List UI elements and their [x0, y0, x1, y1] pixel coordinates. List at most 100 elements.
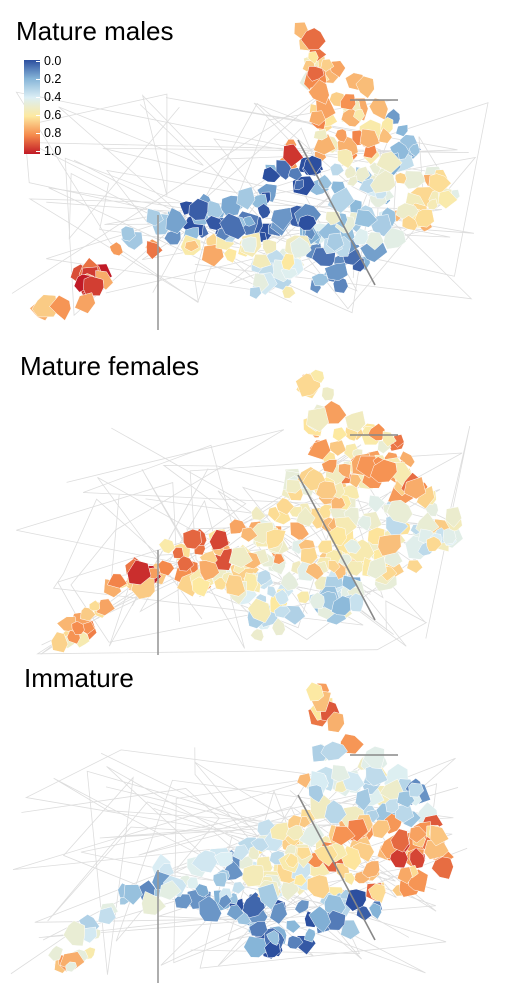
- map-cell: [395, 124, 409, 137]
- map-cell: [226, 904, 245, 921]
- map-cell: [172, 547, 184, 559]
- map-cell: [413, 209, 435, 228]
- map-cell: [267, 506, 281, 522]
- map-cell: [332, 426, 348, 442]
- panel-immature: Immature: [0, 655, 508, 983]
- density-cells: [50, 369, 464, 653]
- map-cell: [285, 824, 304, 841]
- map-cell: [437, 190, 458, 210]
- map-cell: [273, 605, 291, 619]
- map-cell: [359, 128, 381, 148]
- map-cell: [257, 883, 279, 911]
- map-cell: [429, 824, 450, 847]
- map-cell: [334, 128, 348, 143]
- map-cell: [409, 825, 428, 844]
- map-cell: [295, 506, 316, 528]
- map-cell: [89, 599, 101, 612]
- map-cell: [300, 27, 327, 51]
- map-cell: [313, 845, 339, 867]
- map-cell: [378, 127, 393, 144]
- map-cell: [340, 733, 365, 755]
- map-cell: [408, 143, 421, 158]
- map-cell: [296, 846, 312, 860]
- map-cell: [285, 479, 302, 494]
- map-cell: [340, 919, 361, 940]
- map-cell: [306, 874, 331, 899]
- map-cell: [368, 902, 382, 920]
- map-cell: [330, 495, 346, 509]
- map-cell: [353, 108, 365, 123]
- map-cell: [71, 621, 85, 636]
- map-cell: [212, 872, 227, 888]
- map-cell: [369, 169, 396, 194]
- map-cell: [198, 560, 220, 582]
- map-cell: [324, 262, 349, 281]
- legend-tick: [36, 61, 40, 62]
- map-cell: [109, 241, 124, 256]
- map-cell: [344, 410, 366, 433]
- legend-label-2: 0.4: [44, 90, 62, 104]
- map-cell: [396, 866, 413, 885]
- map-cell: [326, 232, 345, 252]
- map-cell: [159, 880, 182, 901]
- map-cell: [158, 538, 176, 554]
- map-cell: [389, 847, 409, 869]
- map-cell: [257, 203, 271, 220]
- map-cell: [306, 407, 329, 433]
- panel-mature-females: Mature females: [0, 335, 508, 655]
- map-cell: [343, 538, 362, 554]
- map-cell: [266, 930, 280, 946]
- map-cell: [329, 439, 347, 457]
- map-cell: [157, 560, 175, 576]
- map-cell: [354, 209, 378, 228]
- map-cell: [293, 179, 304, 191]
- map-cell: [191, 576, 211, 598]
- map-cell: [269, 822, 290, 841]
- map-cell: [308, 110, 326, 126]
- map-cell: [250, 628, 265, 642]
- legend-tick: [36, 97, 40, 98]
- map-cell: [223, 247, 238, 264]
- map-cell: [106, 573, 128, 589]
- density-cells: [29, 21, 461, 321]
- map-cell: [324, 799, 347, 825]
- map-cell: [326, 711, 345, 733]
- map-cell: [273, 553, 285, 565]
- map-cell: [256, 569, 272, 586]
- map-cell: [331, 764, 351, 783]
- map-cell: [299, 816, 311, 828]
- map-cell: [340, 93, 356, 111]
- map-cell: [198, 895, 222, 923]
- map-cell: [218, 893, 233, 910]
- map-cell: [280, 267, 298, 279]
- map-cell: [209, 529, 229, 551]
- map-cell: [386, 499, 413, 524]
- map-cell: [409, 847, 426, 870]
- map-cell: [308, 784, 324, 803]
- map-cell: [344, 872, 356, 886]
- map-cell: [426, 536, 443, 552]
- map-cell: [287, 167, 303, 182]
- map-cell: [240, 527, 258, 543]
- map-cell: [346, 175, 358, 187]
- legend-label-4: 0.8: [44, 126, 62, 140]
- map-cell: [62, 920, 86, 947]
- map-cell: [214, 851, 233, 868]
- map-cell: [297, 214, 317, 231]
- map-cell: [47, 945, 64, 962]
- map-cell: [249, 286, 262, 300]
- map-cell: [248, 921, 268, 938]
- map-cell: [368, 883, 386, 904]
- map-cell: [232, 844, 250, 861]
- panel-mature-males: Mature males 0.0 0.2 0.4 0.6 0.8 1.0: [0, 0, 508, 335]
- map-cell: [317, 540, 333, 554]
- map-cell: [280, 570, 299, 591]
- map-cell: [305, 681, 324, 702]
- map-cell: [145, 208, 164, 227]
- map-cell: [294, 899, 310, 914]
- panel-title: Immature: [24, 663, 134, 693]
- map-cell: [313, 129, 328, 141]
- map-cell: [250, 837, 270, 853]
- map-cell: [285, 852, 299, 868]
- legend-tick: [36, 133, 40, 134]
